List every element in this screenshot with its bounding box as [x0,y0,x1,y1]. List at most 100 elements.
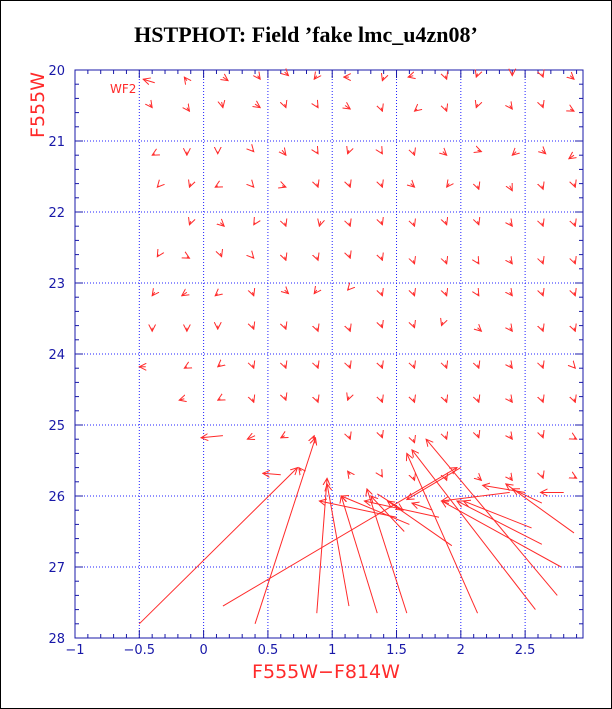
offset-vector [285,397,286,401]
offset-vector [187,108,190,112]
offset-vector [407,467,462,500]
offset-vector [574,438,577,439]
offset-vector [281,436,285,438]
offset-vector [152,292,155,296]
offset-vector [381,184,382,188]
offset-vector [574,184,575,188]
offset-vector [218,365,221,367]
offset-vector [510,436,513,440]
offset-vector [478,262,479,264]
offset-vector [222,468,457,607]
x-tick-label: 0.5 [258,643,279,658]
offset-vector [252,399,253,403]
offset-vector [413,152,414,156]
offset-vector [184,77,187,81]
y-axis-label: F555W [27,72,49,138]
offset-vector [182,292,187,296]
offset-vector [314,76,317,80]
offset-vector [157,255,158,257]
y-tick-label: 28 [48,632,65,647]
offset-vector [442,322,443,326]
offset-vector [413,260,414,264]
x-tick-label: 0 [199,643,207,658]
offset-vector [445,260,446,264]
grid-lines [75,70,583,638]
offset-vector [510,260,513,264]
offset-vector [542,186,543,190]
offset-vector [542,74,543,78]
offset-vector [285,72,289,76]
offset-vector [445,365,446,369]
offset-vector [415,109,418,111]
offset-vector [255,104,260,108]
offset-vector [442,501,562,568]
offset-vector [349,184,350,188]
y-tick-label: 21 [48,135,65,150]
offset-vector [574,399,575,403]
y-tick-label: 26 [48,490,65,505]
offset-vector [150,104,153,108]
offset-vector [413,365,414,369]
offset-vector [381,257,382,261]
offset-vector [345,106,350,110]
y-tick-label: 25 [48,419,65,434]
offset-vector [317,328,318,332]
chart-title: HSTPHOT: Field ’fake lmc_u4zn08’ [134,22,478,47]
x-tick-label: −1 [65,643,84,658]
offset-vector [542,399,543,403]
offset-vector [258,76,261,80]
offset-vector [282,186,286,187]
x-tick-label: −0.5 [124,643,156,658]
offset-vector [317,257,318,261]
offset-vector [542,434,543,438]
offset-vector [381,365,382,369]
offset-vector [408,76,413,77]
offset-vector [317,399,318,403]
offset-vector [443,152,447,156]
offset-vector [189,184,190,188]
offset-vector [413,324,414,328]
offset-vector [382,77,383,81]
offset-vector [413,439,414,443]
chip-label: WF2 [110,82,136,96]
offset-vector [445,436,446,440]
offset-vector [223,77,228,81]
x-tick-label: 1 [328,643,336,658]
offset-vector [381,292,382,296]
x-tick-label: 1.5 [386,643,407,658]
offset-vector [341,496,378,614]
offset-vector [426,439,558,596]
offset-vector [348,397,349,401]
offset-vector [189,221,190,225]
offset-vector [376,493,403,510]
offset-vector [445,477,446,481]
offset-vector [348,150,349,154]
offset-vector [218,399,221,400]
offset-vector [478,434,479,438]
offset-vector [476,74,477,78]
offset-vector [478,328,482,332]
offset-vector [463,501,532,529]
offset-vector [285,257,286,261]
offset-vector [314,290,317,294]
offset-vector [542,104,543,108]
offset-vector [282,150,286,155]
offset-vector [187,257,190,258]
offset-vector [542,223,543,227]
offset-vector [478,399,479,403]
offset-vector [483,485,526,493]
offset-vector [413,292,414,296]
offset-vector [220,253,221,257]
offset-vector [157,186,158,187]
offset-vector [412,450,536,610]
offset-vector [411,184,415,188]
offset-vector [570,76,574,80]
offset-vector [317,106,318,108]
offset-vector [542,260,543,264]
vector-field [138,72,577,625]
offset-vector [285,290,289,294]
offset-vector [445,292,446,296]
offset-vector [349,365,350,369]
offset-vector [138,468,297,625]
offset-vector [570,109,574,111]
